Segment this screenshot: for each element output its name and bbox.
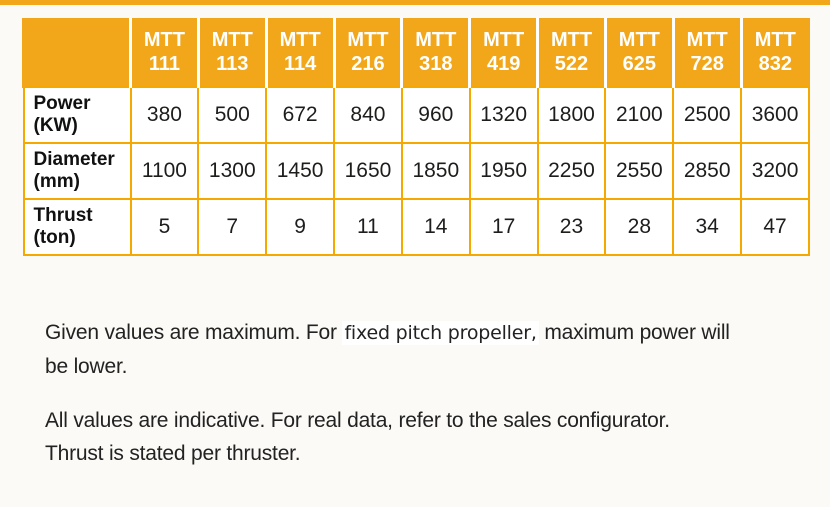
model-number: 318 [419, 53, 453, 75]
corner-cell [22, 18, 132, 88]
row-label-thrust: Thrust (ton) [22, 198, 132, 256]
model-number: 113 [216, 53, 249, 75]
value-cell: 23 [536, 198, 607, 256]
column-header-mtt-216: MTT 216 [332, 18, 403, 88]
value-cell: 672 [265, 86, 336, 144]
model-prefix: MTT [686, 29, 728, 52]
value-cell: 5 [129, 198, 200, 256]
value-cell: 28 [604, 198, 675, 256]
column-header-mtt-318: MTT 318 [400, 18, 471, 88]
model-number: 832 [758, 53, 792, 75]
value-cell: 840 [333, 86, 403, 144]
column-header-mtt-728: MTT 728 [671, 18, 743, 88]
model-number: 114 [283, 53, 317, 75]
row-label-text: Thrust [33, 204, 93, 226]
model-prefix: MTT [483, 29, 525, 52]
row-label-text: Power [33, 92, 91, 114]
model-number: 728 [690, 53, 724, 75]
model-number: 111 [148, 53, 180, 75]
value-cell: 1450 [265, 142, 336, 200]
model-prefix: MTT [754, 29, 796, 52]
value-cell: 2850 [672, 142, 743, 200]
model-prefix: MTT [279, 29, 321, 52]
value-cell: 47 [740, 198, 810, 256]
row-unit-text: (KW) [33, 115, 78, 136]
row-unit-text: (ton) [33, 227, 76, 248]
column-header-mtt-522: MTT 522 [536, 18, 607, 88]
value-cell: 1650 [333, 142, 403, 200]
value-cell: 34 [672, 198, 743, 256]
row-label-text: Diameter [33, 148, 115, 170]
model-number: 522 [554, 53, 589, 75]
column-header-mtt-832: MTT 832 [739, 18, 810, 88]
value-cell: 3200 [740, 142, 810, 200]
value-cell: 500 [197, 86, 268, 144]
value-cell: 2500 [672, 86, 743, 144]
model-prefix: MTT [415, 29, 457, 52]
row-unit-text: (mm) [33, 171, 80, 192]
value-cell: 1100 [129, 142, 200, 200]
value-cell: 17 [468, 198, 539, 256]
model-prefix: MTT [550, 29, 593, 52]
column-header-mtt-419: MTT 419 [468, 18, 539, 88]
value-cell: 9 [265, 198, 336, 256]
note-line: Given values are maximum. For fixed pitc… [45, 316, 730, 350]
top-accent-strip [0, 0, 830, 5]
value-cell: 380 [129, 86, 200, 144]
table-row-diameter: Diameter (mm) 1100 1300 1450 1650 1850 1950 2250… [22, 142, 810, 200]
column-header-mtt-113: MTT 113 [196, 18, 268, 88]
value-cell: 2100 [604, 86, 675, 144]
value-cell: 1950 [468, 142, 539, 200]
note-text: Given values are maximum. For [45, 321, 343, 344]
model-prefix: MTT [618, 29, 660, 52]
note-line: Thrust is stated per thruster. [45, 442, 301, 465]
note-line: be lower. [45, 355, 128, 378]
model-number: 625 [622, 53, 657, 75]
thruster-spec-table: MTT 111 MTT 113 MTT 114 MTT 216 MTT 318 MTT 419 MTT 5… [22, 18, 810, 256]
column-header-mtt-114: MTT 114 [264, 18, 336, 88]
table-header-row: MTT 111 MTT 113 MTT 114 MTT 216 MTT 318 MTT 419 MTT 5… [22, 18, 810, 88]
value-cell: 1320 [468, 86, 539, 144]
model-number: 216 [351, 53, 385, 75]
column-header-mtt-111: MTT 111 [129, 18, 200, 88]
model-number: 419 [486, 53, 521, 75]
column-header-mtt-625: MTT 625 [603, 18, 675, 88]
table-row-power: Power (KW) 380 500 672 840 960 1320 1800 2100 2500… [22, 86, 810, 144]
value-cell: 1850 [400, 142, 471, 200]
table-row-thrust: Thrust (ton) 5 7 9 11 14 17 23 28 34 47 [22, 198, 810, 256]
value-cell: 7 [197, 198, 268, 256]
fixed-pitch-overlay-text: fixed pitch propeller, [342, 321, 539, 345]
value-cell: 960 [400, 86, 471, 144]
value-cell: 3600 [740, 86, 810, 144]
value-cell: 1800 [536, 86, 607, 144]
note-text: maximum power will [538, 321, 730, 344]
model-prefix: MTT [347, 29, 389, 52]
row-label-power: Power (KW) [22, 86, 132, 144]
value-cell: 2250 [536, 142, 607, 200]
model-prefix: MTT [211, 29, 253, 52]
row-label-diameter: Diameter (mm) [22, 142, 132, 200]
model-prefix: MTT [143, 29, 185, 52]
value-cell: 1300 [197, 142, 268, 200]
value-cell: 2550 [604, 142, 675, 200]
note-max-values: Given values are maximum. For fixed pitc… [45, 316, 730, 383]
value-cell: 11 [333, 198, 403, 256]
note-line: All values are indicative. For real data… [45, 409, 670, 432]
note-indicative: All values are indicative. For real data… [45, 404, 670, 470]
value-cell: 14 [400, 198, 471, 256]
